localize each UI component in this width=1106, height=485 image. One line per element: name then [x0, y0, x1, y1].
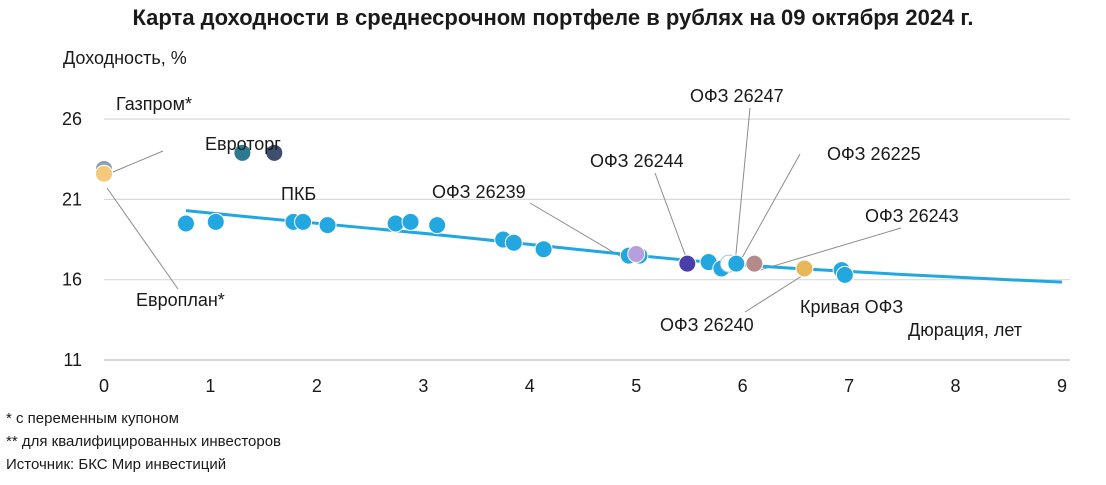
annotation-label: ОФЗ 26244 [590, 151, 684, 171]
data-point [678, 254, 697, 273]
x-tick-label: 4 [525, 376, 535, 396]
y-tick-label: 26 [62, 109, 82, 129]
x-tick-label: 6 [738, 376, 748, 396]
annotation-label: ОФЗ 26240 [660, 315, 754, 335]
x-tick-label: 2 [312, 376, 322, 396]
footnote-qualified-investors: ** для квалифицированных инвесторов [6, 433, 282, 450]
annotation-leader-line [759, 227, 902, 271]
annotation-label: ОФЗ 26247 [690, 86, 784, 106]
x-tick-label: 3 [418, 376, 428, 396]
chart-title: Карта доходности в среднесрочном портфел… [132, 5, 974, 30]
annotation-leader-line [112, 150, 164, 173]
annotation-labels: Газпром* Евроторг ПКБ Европлан* ОФЗ 26239 ОФЗ… [116, 86, 959, 335]
annotation-label: Кривая ОФЗ [800, 297, 903, 317]
data-point [318, 216, 337, 235]
annotation-leader-line [734, 107, 751, 265]
y-axis-ticks: 11 16 21 26 [62, 109, 82, 370]
gridlines [104, 118, 1070, 361]
annotation-label: Газпром* [116, 94, 192, 114]
x-tick-label: 7 [844, 376, 854, 396]
x-tick-label: 0 [99, 376, 109, 396]
data-points [95, 143, 854, 284]
data-point [386, 214, 405, 233]
footnote-floating-coupon: * с переменным купоном [6, 410, 179, 427]
annotation-leader-line [744, 273, 806, 313]
y-tick-label: 16 [62, 270, 82, 290]
x-tick-label: 5 [631, 376, 641, 396]
x-tick-label: 9 [1057, 376, 1067, 396]
data-point [727, 254, 746, 273]
y-tick-label: 11 [63, 350, 82, 370]
annotation-leaders [106, 107, 902, 313]
data-point [176, 214, 195, 233]
footnote-source: Источник: БКС Мир инвестиций [6, 456, 227, 473]
x-tick-label: 8 [951, 376, 961, 396]
annotation-label: Европлан* [136, 290, 225, 310]
annotation-label: ОФЗ 26239 [432, 182, 526, 202]
data-point [504, 233, 523, 252]
annotation-label: ОФЗ 26243 [865, 206, 959, 226]
annotation-label: ПКБ [281, 184, 316, 204]
data-point [265, 143, 284, 162]
annotation-leader-line [737, 153, 801, 266]
data-point [206, 212, 225, 231]
x-axis-label: Дюрация, лет [908, 320, 1022, 340]
data-point [95, 164, 113, 183]
data-point [627, 245, 646, 264]
data-point [428, 216, 447, 235]
data-point [835, 265, 854, 284]
data-point [795, 259, 814, 278]
data-point [233, 143, 252, 162]
annotation-label: Евроторг [205, 134, 281, 154]
annotation-label: ОФЗ 26225 [827, 144, 921, 164]
y-axis-label: Доходность, % [63, 48, 187, 68]
annotation-leader-line [106, 187, 179, 290]
data-point [401, 212, 420, 231]
data-point [745, 254, 764, 273]
y-tick-label: 21 [62, 189, 82, 209]
x-tick-label: 1 [205, 376, 215, 396]
annotation-leader-line [654, 172, 691, 269]
data-point [534, 240, 553, 259]
chart-svg: 11 16 21 26 0 1 2 3 4 5 6 7 8 9 Газпром* Евроторг ПКБ Е… [62, 48, 1070, 396]
data-point [294, 212, 313, 231]
x-axis-ticks: 0 1 2 3 4 5 6 7 8 9 [99, 376, 1067, 396]
